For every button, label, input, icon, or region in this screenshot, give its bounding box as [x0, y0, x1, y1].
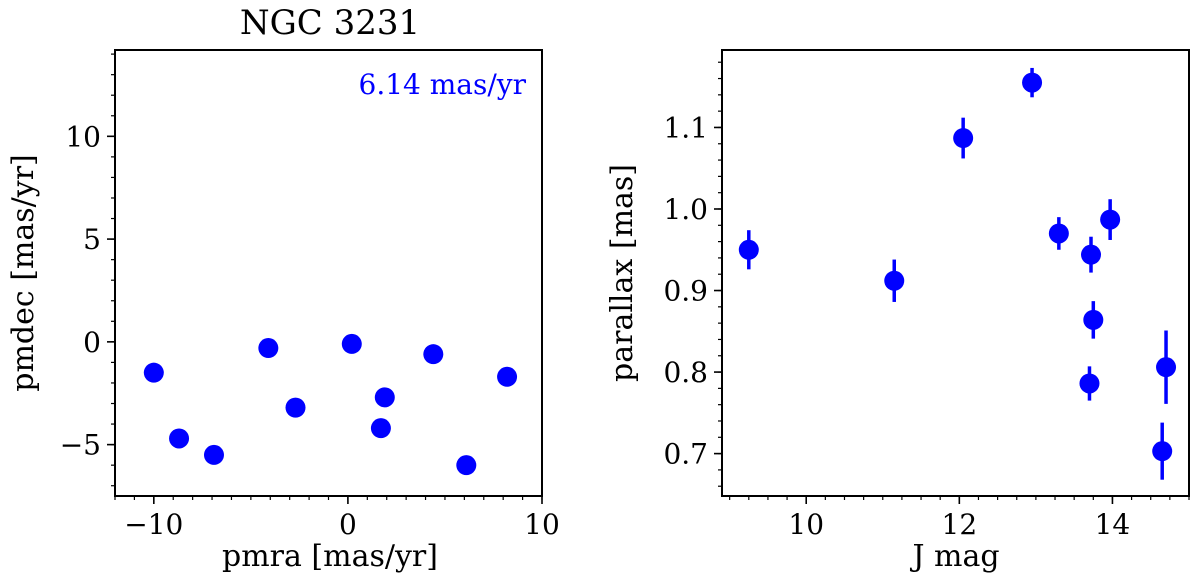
data-point — [285, 397, 306, 418]
data-point — [1156, 357, 1177, 378]
data-point — [1152, 441, 1173, 462]
y-tick-label: 5 — [83, 223, 101, 256]
data-point — [1079, 373, 1100, 394]
x-tick-label: 10 — [788, 508, 824, 541]
panel-pm: NGC 3231 −10 0 10 −5 0 5 10 6.14 mas/yr pmra [… — [6, 3, 560, 574]
y-tick-label: 0.9 — [663, 275, 708, 308]
y-tick-label: 1.1 — [663, 111, 708, 144]
y-tick-label: 0.7 — [663, 438, 708, 471]
data-point — [1022, 72, 1043, 93]
y-axis-label: parallax [mas] — [605, 164, 640, 382]
plot-frame — [721, 49, 1190, 497]
x-tick-label: 14 — [1095, 508, 1131, 541]
tick-group: 10 12 14 0.7 0.8 0.9 1.0 1.1 — [663, 61, 1190, 541]
data-point — [884, 270, 905, 291]
data-point — [143, 362, 164, 383]
data-point — [456, 455, 477, 476]
data-point — [423, 344, 444, 365]
point-group — [143, 333, 518, 476]
x-tick-label: 10 — [524, 508, 560, 541]
point-group — [738, 67, 1177, 480]
chart-title: NGC 3231 — [240, 3, 420, 43]
data-point — [953, 128, 974, 149]
y-tick-label: −5 — [60, 429, 101, 462]
data-point — [1100, 209, 1121, 230]
y-tick-label: 10 — [65, 120, 101, 153]
x-tick-label: 12 — [942, 508, 978, 541]
data-point — [497, 366, 518, 387]
y-tick-label: 0.8 — [663, 356, 708, 389]
data-point — [1081, 244, 1102, 265]
y-tick-label: 0 — [83, 326, 101, 359]
pm-annotation: 6.14 mas/yr — [359, 68, 527, 101]
y-tick-label: 1.0 — [663, 193, 708, 226]
data-point — [341, 333, 362, 354]
x-axis-label: J mag — [909, 539, 999, 574]
panel-parallax: 10 12 14 0.7 0.8 0.9 1.0 1.1 J mag parallax [ma… — [605, 49, 1190, 574]
x-tick-label: 0 — [339, 508, 357, 541]
data-point — [258, 338, 279, 359]
data-point — [169, 428, 190, 449]
data-point — [203, 444, 224, 465]
data-point — [738, 239, 759, 260]
plot-frame — [114, 49, 543, 497]
tick-group: −10 0 10 −5 0 5 10 — [60, 53, 560, 541]
data-point — [374, 387, 395, 408]
x-tick-label: −10 — [124, 508, 183, 541]
x-axis-label: pmra [mas/yr] — [222, 539, 438, 574]
y-axis-label: pmdec [mas/yr] — [6, 154, 41, 391]
data-point — [1048, 223, 1069, 244]
data-point — [1083, 309, 1104, 330]
data-point — [370, 418, 391, 439]
